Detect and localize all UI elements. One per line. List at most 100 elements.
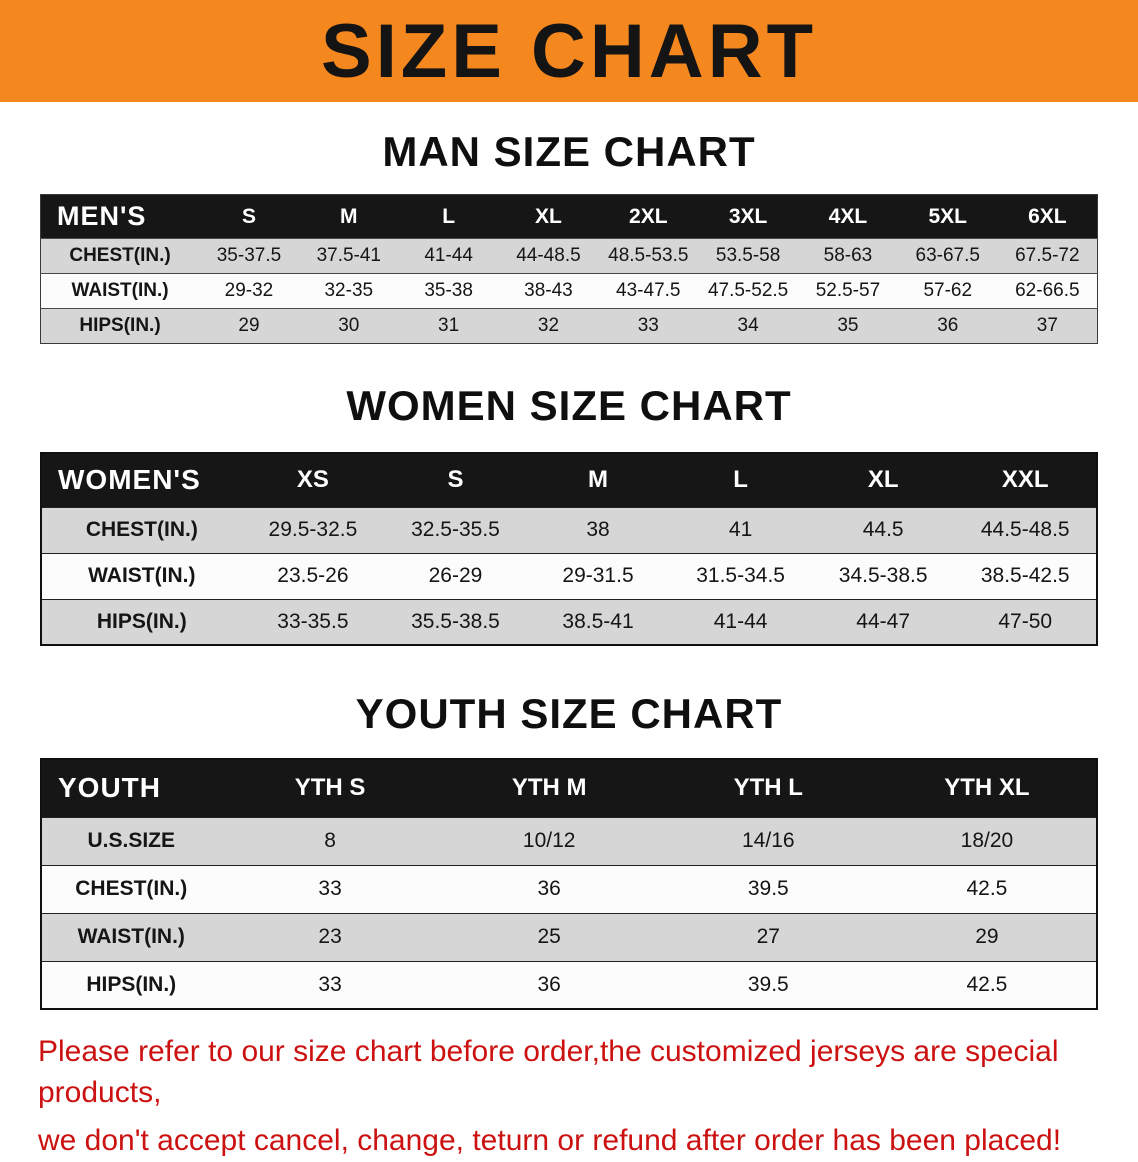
size-column-header: XL [498, 194, 599, 239]
size-column-header: 5XL [897, 194, 998, 239]
size-value: 38-43 [498, 273, 599, 309]
size-value: 35.5-38.5 [384, 598, 527, 645]
size-column-header: XS [241, 453, 385, 507]
table-corner-label: WOMEN'S [41, 453, 242, 507]
size-column-header: L [398, 194, 499, 239]
size-value: 44.5 [811, 506, 955, 553]
size-value: 36 [439, 864, 659, 913]
notice-line-2: we don't accept cancel, change, teturn o… [38, 1124, 1062, 1157]
size-value: 38.5-41 [526, 598, 670, 645]
size-value: 8 [220, 816, 440, 865]
size-value: 44.5-48.5 [954, 506, 1097, 553]
size-column-header: XL [811, 453, 955, 507]
size-column-header: YTH XL [877, 759, 1097, 817]
size-value: 35 [798, 308, 898, 344]
youth-section-title: YOUTH SIZE CHART [355, 690, 783, 737]
measurement-label: WAIST(IN.) [40, 273, 200, 309]
size-column-header: YTH L [658, 759, 878, 817]
size-value: 58-63 [798, 238, 898, 274]
size-value: 33-35.5 [241, 598, 385, 645]
size-value: 41-44 [398, 238, 499, 274]
size-value: 42.5 [877, 960, 1097, 1009]
size-value: 14/16 [658, 816, 878, 865]
size-value: 44-48.5 [498, 238, 599, 274]
size-value: 23.5-26 [241, 552, 385, 599]
size-column-header: 3XL [698, 194, 799, 239]
table-row: WAIST(IN.) 29-32 32-35 35-38 38-43 43-47.5 47.… [40, 273, 1098, 309]
table-row: CHEST(IN.) 29.5-32.5 32.5-35.5 38 41 44.5 44.5… [41, 506, 1097, 553]
youth-size-table-container: YOUTH YTH S YTH M YTH L YTH XL U.S.SIZE 8 10/12… [40, 758, 1098, 1010]
size-column-header: L [669, 453, 812, 507]
size-column-header: M [526, 453, 670, 507]
table-row: HIPS(IN.) 33 36 39.5 42.5 [41, 960, 1097, 1009]
measurement-label: U.S.SIZE [41, 816, 221, 865]
size-column-header: M [298, 194, 399, 239]
size-value: 29-32 [199, 273, 299, 309]
notice-line-1: Please refer to our size chart before or… [38, 1035, 1059, 1109]
measurement-label: CHEST(IN.) [40, 238, 200, 274]
size-value: 35-37.5 [199, 238, 299, 274]
size-value: 41 [669, 506, 812, 553]
size-value: 33 [598, 308, 699, 344]
size-column-header: 2XL [598, 194, 699, 239]
size-column-header: 4XL [798, 194, 898, 239]
section-men: MAN SIZE CHART MEN'S S M L XL 2XL 3XL 4XL 5XL 6XL… [0, 102, 1138, 344]
size-value: 63-67.5 [897, 238, 998, 274]
men-size-chart: MEN'S S M L XL 2XL 3XL 4XL 5XL 6XL CHEST(IN.) 35-37… [40, 194, 1098, 344]
size-column-header: 6XL [997, 194, 1098, 239]
size-value: 30 [298, 308, 399, 344]
size-value: 31.5-34.5 [669, 552, 812, 599]
men-section-title: MAN SIZE CHART [382, 128, 756, 175]
section-women: WOMEN SIZE CHART WOMEN'S XS S M L XL XXL CHEST(… [0, 344, 1138, 646]
size-value: 25 [439, 912, 659, 961]
table-row: CHEST(IN.) 35-37.5 37.5-41 41-44 44-48.5 48.5… [40, 238, 1098, 274]
size-value: 32.5-35.5 [384, 506, 527, 553]
size-value: 31 [398, 308, 499, 344]
measurement-label: WAIST(IN.) [41, 552, 242, 599]
size-value: 34.5-38.5 [811, 552, 955, 599]
size-column-header: YTH M [439, 759, 659, 817]
header-row: YOUTH YTH S YTH M YTH L YTH XL [41, 759, 1097, 817]
table-row: HIPS(IN.) 33-35.5 35.5-38.5 38.5-41 41-44 44-… [41, 598, 1097, 645]
size-value: 27 [658, 912, 878, 961]
measurement-label: HIPS(IN.) [41, 598, 242, 645]
measurement-label: HIPS(IN.) [40, 308, 200, 344]
measurement-label: WAIST(IN.) [41, 912, 221, 961]
table-corner-label: YOUTH [41, 759, 221, 817]
header-row: WOMEN'S XS S M L XL XXL [41, 453, 1097, 507]
size-value: 42.5 [877, 864, 1097, 913]
women-size-table-container: WOMEN'S XS S M L XL XXL CHEST(IN.) 29.5-32.5 32.5… [40, 452, 1098, 646]
size-value: 34 [698, 308, 799, 344]
size-value: 33 [220, 864, 440, 913]
size-value: 33 [220, 960, 440, 1009]
size-value: 23 [220, 912, 440, 961]
header-row: MEN'S S M L XL 2XL 3XL 4XL 5XL 6XL [40, 194, 1098, 239]
size-value: 39.5 [658, 864, 878, 913]
size-value: 67.5-72 [997, 238, 1098, 274]
size-value: 29 [877, 912, 1097, 961]
youth-size-chart: YOUTH YTH S YTH M YTH L YTH XL U.S.SIZE 8 10/12… [40, 758, 1098, 1010]
size-value: 29.5-32.5 [241, 506, 385, 553]
size-value: 47-50 [954, 598, 1097, 645]
table-row: U.S.SIZE 8 10/12 14/16 18/20 [41, 816, 1097, 865]
table-row: CHEST(IN.) 33 36 39.5 42.5 [41, 864, 1097, 913]
size-value: 43-47.5 [598, 273, 699, 309]
size-value: 62-66.5 [997, 273, 1098, 309]
footer-notice: Please refer to our size chart before or… [38, 1032, 1100, 1162]
size-value: 53.5-58 [698, 238, 799, 274]
size-value: 41-44 [669, 598, 812, 645]
size-value: 18/20 [877, 816, 1097, 865]
size-value: 57-62 [897, 273, 998, 309]
size-column-header: S [384, 453, 527, 507]
size-value: 36 [897, 308, 998, 344]
size-value: 38.5-42.5 [954, 552, 1097, 599]
size-value: 47.5-52.5 [698, 273, 799, 309]
page-title: SIZE CHART [321, 8, 817, 94]
measurement-label: HIPS(IN.) [41, 960, 221, 1009]
measurement-label: CHEST(IN.) [41, 506, 242, 553]
size-value: 52.5-57 [798, 273, 898, 309]
size-value: 32 [498, 308, 599, 344]
size-value: 39.5 [658, 960, 878, 1009]
size-column-header: XXL [954, 453, 1097, 507]
